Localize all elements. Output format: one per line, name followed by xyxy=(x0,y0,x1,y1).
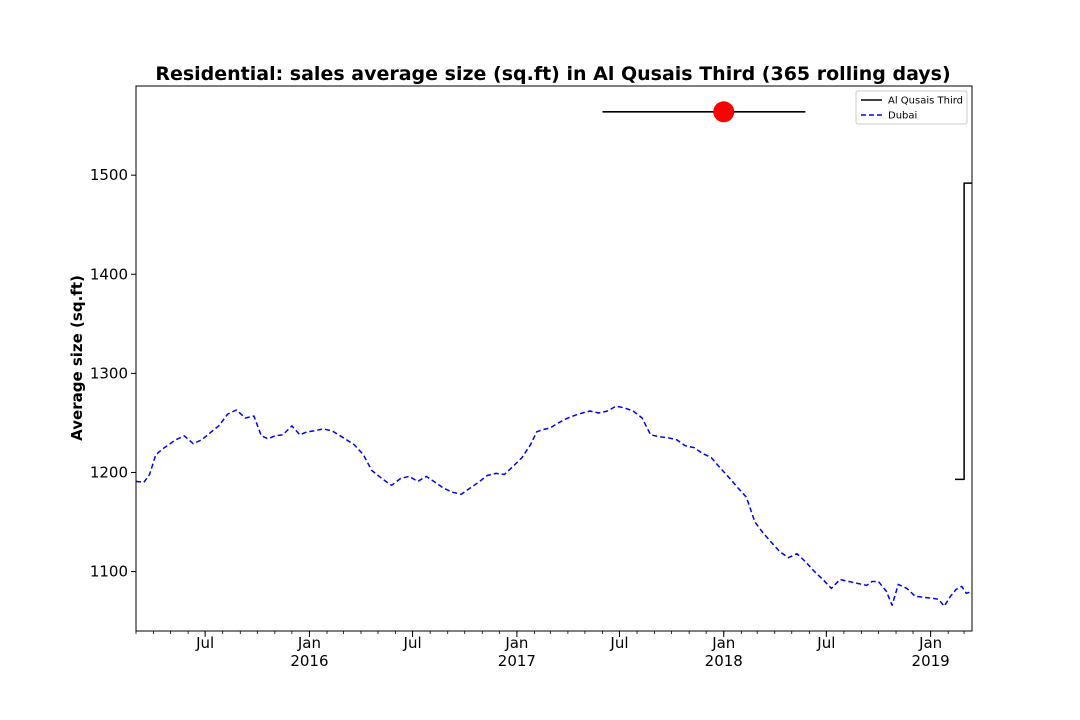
x-tick-label: Jul xyxy=(403,634,422,652)
y-tick-label: 1200 xyxy=(90,463,128,481)
y-tick-label: 1300 xyxy=(90,364,128,382)
x-tick-label: Jan xyxy=(711,634,735,652)
x-tick-year-label: 2016 xyxy=(290,652,328,670)
x-tick-label: Jan xyxy=(918,634,942,652)
annotation-marker xyxy=(713,101,735,123)
x-tick-year-label: 2017 xyxy=(498,652,536,670)
chart-title: Residential: sales average size (sq.ft) … xyxy=(155,63,950,85)
x-tick-label: Jan xyxy=(297,634,321,652)
plot-frame xyxy=(135,85,973,632)
x-tick-label: Jul xyxy=(195,634,214,652)
y-tick-label: 1500 xyxy=(90,166,128,184)
annotation-layer xyxy=(602,101,806,123)
x-tick-label: Jul xyxy=(816,634,835,652)
y-tick-label: 1400 xyxy=(90,265,128,283)
legend-label-al-qusais-third: Al Qusais Third xyxy=(888,96,963,107)
legend-label-dubai: Dubai xyxy=(888,111,917,122)
series-line-al-qusais-third xyxy=(955,182,972,481)
y-axis-label: Average size (sq.ft) xyxy=(68,275,86,441)
x-tick-label: Jul xyxy=(609,634,628,652)
series-line-dubai xyxy=(136,405,972,607)
series-layer xyxy=(136,182,972,607)
legend-box xyxy=(855,90,968,125)
legend: Al Qusais Third Dubai xyxy=(855,90,968,125)
x-tick-year-label: 2019 xyxy=(912,652,950,670)
x-tick-label: Jan xyxy=(504,634,528,652)
y-tick-label: 1100 xyxy=(90,563,128,581)
x-tick-year-label: 2018 xyxy=(705,652,743,670)
